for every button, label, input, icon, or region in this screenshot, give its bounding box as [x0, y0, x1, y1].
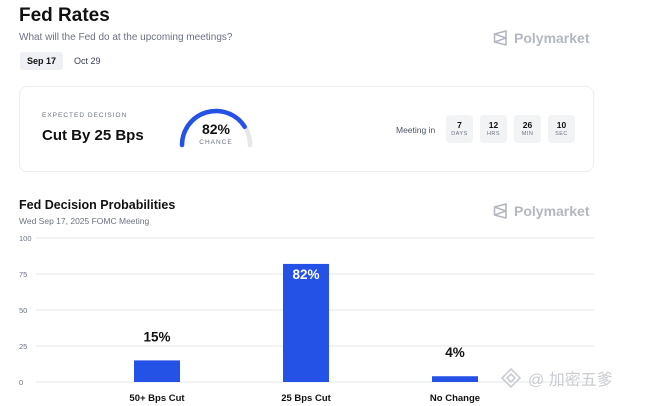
- countdown: 7 DAYS 12 HRS 26 MIN 10 SEC: [446, 115, 575, 143]
- y-tick-label: 0: [19, 378, 23, 387]
- page-subtitle: What will the Fed do at the upcoming mee…: [19, 32, 233, 43]
- brand-logo-chart: Polymarket: [493, 203, 589, 219]
- bar-data-label: 82%: [292, 267, 319, 282]
- probabilities-subtitle: Wed Sep 17, 2025 FOMC Meeting: [19, 216, 150, 226]
- gauge-fill: [179, 108, 247, 148]
- tab-oct-29[interactable]: Oct 29: [74, 56, 101, 66]
- chance-gauge: [179, 108, 253, 148]
- countdown-seconds: 10 SEC: [548, 115, 575, 143]
- probabilities-bar-chart: 0 25 50 75 100 15% 50+ Bps Cut 82% 25 Bps Cut 4% N…: [19, 234, 594, 404]
- countdown-hours: 12 HRS: [480, 115, 507, 143]
- countdown-days-value: 7: [457, 120, 462, 130]
- countdown-hours-value: 12: [488, 120, 499, 130]
- countdown-seconds-unit: SEC: [555, 131, 568, 137]
- bar-data-label: 4%: [445, 345, 465, 360]
- meeting-tabs: Sep 17 Oct 29: [20, 52, 108, 70]
- countdown-days: 7 DAYS: [446, 115, 473, 143]
- countdown-minutes: 26 MIN: [514, 115, 541, 143]
- bar-data-label: 15%: [143, 329, 170, 344]
- x-category-label: No Change: [430, 393, 480, 404]
- y-tick-label: 50: [19, 306, 27, 315]
- page-title: Fed Rates: [19, 5, 110, 26]
- x-category-label: 25 Bps Cut: [281, 393, 331, 404]
- meeting-in-label: Meeting in: [396, 125, 436, 135]
- expected-decision-label: EXPECTED DECISION: [42, 112, 128, 119]
- x-category-label: 50+ Bps Cut: [129, 393, 185, 404]
- countdown-minutes-value: 26: [522, 120, 533, 130]
- countdown-seconds-value: 10: [556, 120, 567, 130]
- expected-decision-value: Cut By 25 Bps: [42, 127, 144, 144]
- watermark-text: @ 加密五爹: [528, 372, 613, 389]
- y-tick-label: 25: [19, 342, 27, 351]
- bar: [283, 263, 329, 382]
- tab-sep-17[interactable]: Sep 17: [20, 52, 64, 70]
- probabilities-title: Fed Decision Probabilities: [19, 198, 176, 212]
- expected-decision-card: EXPECTED DECISION Cut By 25 Bps 82% CHAN…: [19, 86, 594, 172]
- watermark-diamond-icon: [500, 367, 522, 389]
- bar: [134, 360, 180, 382]
- polymarket-icon: [493, 203, 507, 219]
- polymarket-icon: [493, 30, 507, 46]
- brand-name: Polymarket: [514, 30, 590, 46]
- watermark: @ 加密五爹: [500, 366, 613, 390]
- chance-percent: 82%: [201, 121, 231, 137]
- chance-label: CHANCE: [199, 139, 233, 146]
- y-tick-label: 100: [19, 234, 32, 243]
- y-tick-label: 75: [19, 270, 27, 279]
- bar: [432, 376, 478, 382]
- brand-name-chart: Polymarket: [514, 203, 590, 219]
- countdown-hours-unit: HRS: [486, 131, 501, 137]
- countdown-days-unit: DAYS: [451, 131, 468, 137]
- brand-logo: Polymarket: [493, 30, 589, 46]
- countdown-minutes-unit: MIN: [521, 131, 534, 137]
